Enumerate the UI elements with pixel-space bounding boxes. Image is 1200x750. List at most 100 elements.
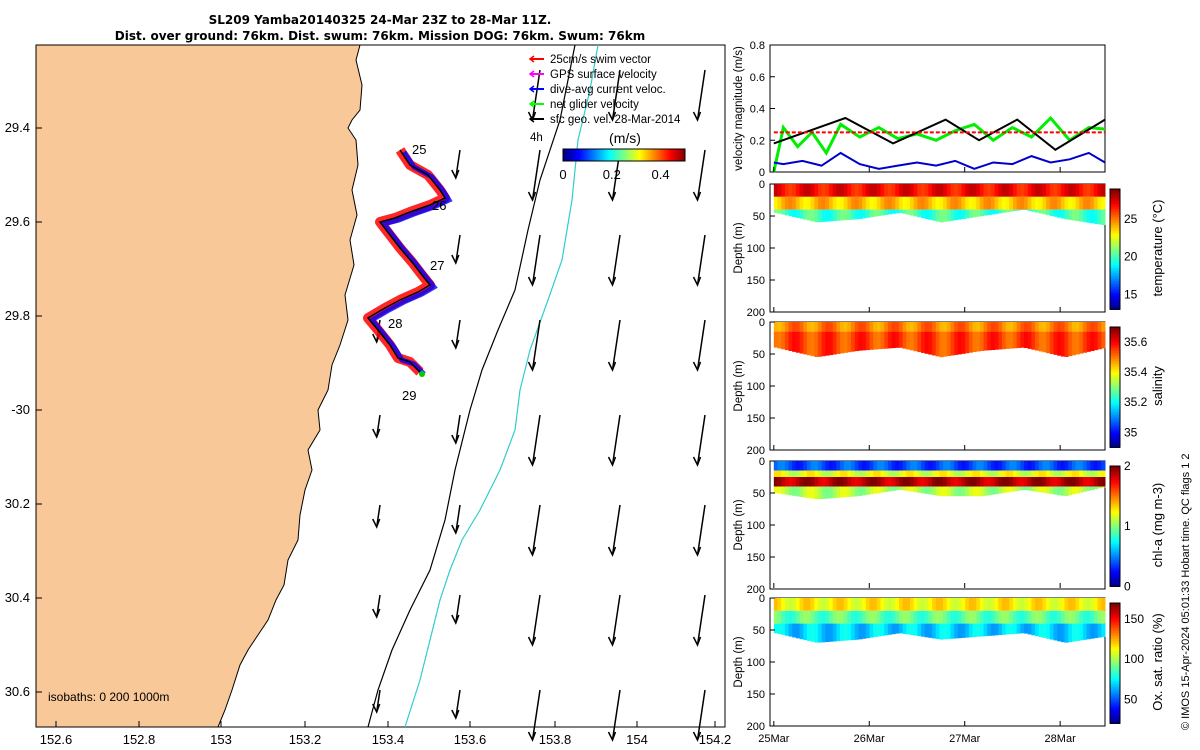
profile-cell — [799, 486, 804, 497]
profile-cell — [803, 598, 808, 611]
profile-cell — [1005, 610, 1010, 624]
profile-cell — [1038, 209, 1043, 214]
profile-cell — [854, 623, 859, 640]
profile-cell — [987, 461, 992, 471]
panel-colorbar-cell — [1110, 661, 1120, 664]
panel-colorbar-cell — [1110, 421, 1120, 424]
profile-cell — [957, 598, 962, 611]
profile-cell — [1013, 331, 1018, 349]
profile-cell — [1024, 598, 1029, 611]
profile-cell — [1038, 598, 1043, 611]
profile-cell — [990, 486, 996, 495]
profile-cell — [843, 470, 848, 477]
profile-cell — [803, 461, 808, 471]
profile-cell — [972, 610, 977, 624]
profile-cell — [1016, 470, 1021, 477]
profile-cell — [843, 477, 848, 487]
panel-colorbar-cell — [1110, 572, 1120, 575]
profile-cell — [1075, 461, 1080, 471]
profile-cell — [968, 461, 974, 471]
profile-cell — [876, 196, 882, 210]
panel-colorbar-cell — [1110, 502, 1120, 505]
velocity-vector — [531, 689, 541, 741]
profile-cell — [1024, 184, 1029, 197]
profile-cell — [858, 486, 863, 496]
profile-cell — [906, 486, 911, 492]
profile-cell — [968, 322, 974, 332]
profile-cell — [924, 461, 929, 471]
profile-cell — [898, 610, 904, 624]
colorbar-cell — [652, 149, 654, 161]
profile-cell — [814, 184, 819, 197]
profile-cell — [917, 184, 922, 197]
profile-cell — [902, 461, 907, 471]
panel-colorbar-cell — [1110, 425, 1120, 428]
colorbar-cell — [577, 149, 579, 161]
profile-cell — [1031, 486, 1036, 492]
profile-cell — [1101, 461, 1106, 471]
profile-cell — [880, 209, 885, 216]
profile-cell — [976, 184, 981, 197]
colorbar-cell — [590, 149, 592, 161]
profile-cell — [1001, 322, 1007, 332]
profile-cell — [1046, 331, 1051, 354]
profile-cell — [954, 610, 959, 624]
velocity-arrowhead — [451, 614, 460, 625]
profile-cell — [954, 470, 959, 477]
profile-cell — [803, 184, 808, 197]
panel-colorbar-cell — [1110, 253, 1120, 256]
depth-tick-label: 150 — [747, 275, 765, 287]
profile-cell — [843, 209, 848, 221]
profile-cell — [961, 610, 966, 624]
profile-cell — [976, 461, 981, 471]
profile-cell — [968, 610, 974, 624]
profile-cell — [869, 209, 874, 218]
velocity-vector — [455, 689, 461, 719]
profile-cell — [784, 470, 790, 477]
colorbar-cell — [567, 149, 569, 161]
velocity-arrowhead — [372, 428, 381, 439]
panel-colorbar-cell — [1110, 365, 1120, 368]
profile-cell — [994, 477, 999, 487]
panel-colorbar-tick: 100 — [1124, 652, 1144, 666]
panel-colorbar-cell — [1110, 550, 1120, 553]
profile-cell — [1086, 477, 1091, 487]
profile-cell — [943, 623, 948, 640]
profile-cell — [1016, 461, 1021, 471]
profile-cell — [803, 331, 808, 355]
profile-cell — [1082, 209, 1088, 223]
profile-cell — [990, 196, 996, 210]
colorbar-cell — [578, 149, 580, 161]
colorbar-cell — [647, 149, 649, 161]
profile-cell — [913, 470, 918, 477]
profile-cell — [799, 184, 804, 197]
panel-colorbar-cell — [1110, 685, 1120, 688]
profile-cell — [998, 470, 1003, 477]
day-label: 29 — [402, 388, 416, 403]
profile-cell — [891, 196, 896, 210]
panel-colorbar-cell — [1110, 439, 1120, 442]
panel-colorbar-cell — [1110, 225, 1120, 228]
profile-cell — [884, 470, 889, 477]
profile-cell — [939, 477, 944, 487]
panel-colorbar-cell — [1110, 468, 1120, 471]
panel-colorbar-cell — [1110, 201, 1120, 204]
profile-cell — [1082, 470, 1088, 477]
profile-cell — [788, 461, 793, 471]
profile-cell — [1046, 322, 1051, 332]
profile-cell — [876, 470, 882, 477]
profile-cell — [950, 477, 955, 487]
panel-colorbar-cell — [1110, 681, 1120, 684]
panel-colorbar-label: chl-a (mg m-3) — [1150, 483, 1165, 568]
panel-colorbar-cell — [1110, 568, 1120, 571]
profile-cell — [869, 470, 874, 477]
depth-tick-label: 200 — [747, 721, 765, 733]
profile-cell — [1053, 598, 1058, 611]
panel-colorbar-cell — [1110, 423, 1120, 426]
colorbar-cell — [606, 149, 608, 161]
profile-cell — [799, 461, 804, 471]
profile-cell — [1046, 623, 1051, 639]
profile-cell — [1090, 610, 1095, 624]
day-label: 28 — [388, 316, 402, 331]
